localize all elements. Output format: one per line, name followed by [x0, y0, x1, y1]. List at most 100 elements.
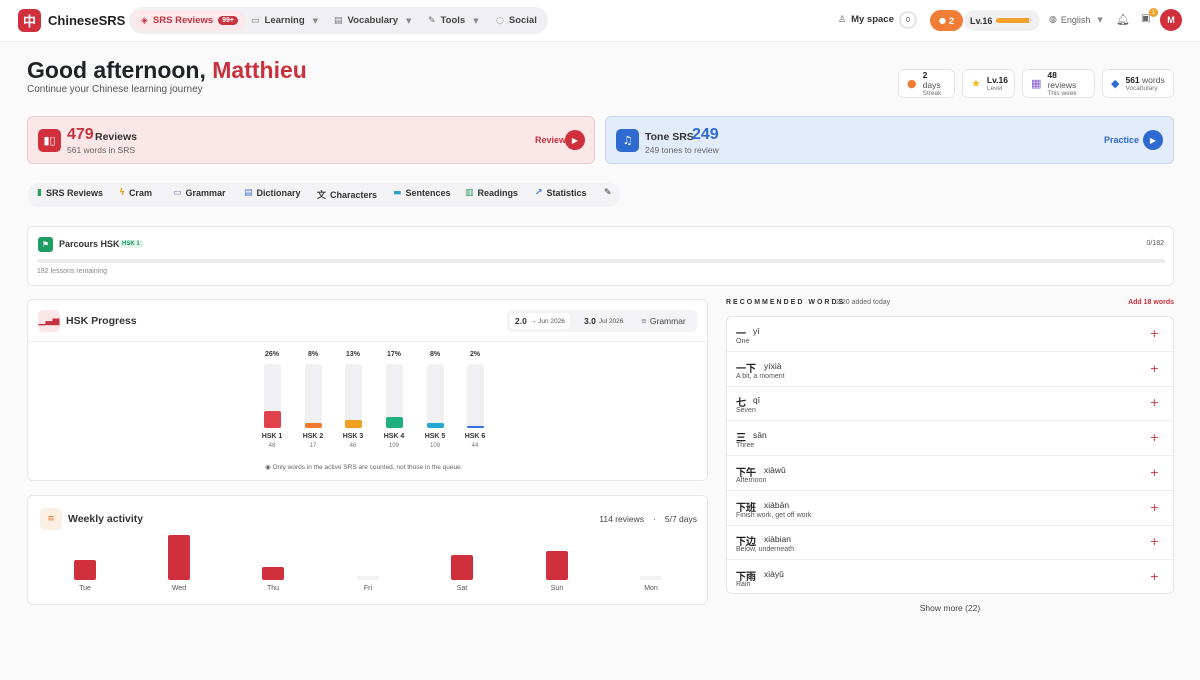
hsk-level-count: 109: [429, 443, 440, 449]
recommended-word-row[interactable]: 一 yī One +: [727, 317, 1173, 352]
cards-icon: ▮▯: [38, 129, 61, 152]
tool-sentences[interactable]: ▬ Sentences: [393, 188, 451, 198]
recommended-word-row[interactable]: 七 qī Seven +: [727, 386, 1173, 422]
nav-learning[interactable]: ▭ Learning ▼: [243, 10, 326, 31]
tone-count: 249: [692, 126, 719, 143]
tool-srs-reviews[interactable]: ▮ SRS Reviews: [37, 188, 103, 198]
recommended-word-row[interactable]: 下雨 xiàyǔ Rain +: [727, 560, 1173, 595]
play-icon[interactable]: ▶: [1143, 130, 1163, 150]
tool-characters[interactable]: 文 Characters: [317, 188, 377, 202]
tool-statistics[interactable]: ↗ Statistics: [535, 188, 587, 198]
logo-icon: 中: [18, 9, 41, 32]
nav-srs-reviews[interactable]: ◈ SRS Reviews 99+: [133, 10, 246, 31]
review-button-label[interactable]: Review: [534, 135, 566, 145]
my-space-link[interactable]: ♙ My space: [838, 14, 894, 25]
stat-value: 48: [1047, 70, 1057, 80]
inbox-icon[interactable]: ▣: [1141, 13, 1151, 24]
plus-icon[interactable]: +: [1149, 396, 1159, 410]
greeting-title: Good afternoon, Matthieu: [27, 57, 307, 84]
tab-label: 3.0: [584, 316, 596, 326]
tool-cram[interactable]: ϟ Cram: [119, 188, 152, 198]
tone-sub: 249 tones to review: [645, 145, 719, 155]
app-logo[interactable]: 中 ChineseSRS: [18, 9, 125, 32]
language-selector[interactable]: ◍ English ▼: [1049, 15, 1103, 25]
practice-button-label[interactable]: Practice: [1103, 135, 1139, 145]
hsk-level-count: 46: [349, 443, 357, 449]
word-hanzi: 下边: [736, 537, 756, 549]
book-icon: ▭: [251, 15, 260, 26]
weekly-reviews: 114 reviews: [599, 514, 645, 524]
plus-icon[interactable]: +: [1149, 431, 1159, 445]
grammar-icon: ▭: [173, 188, 182, 198]
word-hanzi: 下班: [736, 502, 756, 514]
word-hanzi: 七: [736, 398, 746, 410]
tool-label: Readings: [477, 188, 519, 198]
hsk-level-fill: [263, 411, 281, 428]
nav-social[interactable]: ◌ Social: [488, 10, 545, 31]
hsk-level-column: 13% HSK 3 46: [338, 351, 368, 449]
plus-icon[interactable]: +: [1149, 535, 1159, 549]
hsk-version-tabs: 2.0 → Jun 2026 3.0 Jul 2026 ≡ Grammar: [507, 310, 697, 332]
tool-grammar[interactable]: ▭ Grammar: [173, 188, 226, 198]
tool-dictionary[interactable]: ▤ Dictionary: [244, 188, 301, 198]
fire-icon: ●: [939, 16, 946, 25]
word-pinyin: xiàyǔ: [764, 568, 784, 579]
parcours-progress-bar: [37, 259, 1165, 263]
parcours-remaining: 182 lessons remaining: [37, 268, 108, 275]
parcours-hsk-card[interactable]: ⚑ Parcours HSK HSK 1 0/182 182 lessons r…: [27, 226, 1174, 286]
tool-label: Grammar: [185, 188, 226, 198]
word-hanzi: 一: [736, 329, 746, 340]
recommended-word-row[interactable]: 下午 xiàwǔ Afternoon +: [727, 456, 1173, 491]
weekly-title: Weekly activity: [68, 513, 144, 525]
nav-tools[interactable]: ✎ Tools ▼: [420, 10, 487, 31]
plus-icon[interactable]: +: [1149, 500, 1159, 514]
word-meaning: A bit, a moment: [736, 372, 785, 380]
progress-ring[interactable]: 0: [899, 11, 917, 29]
level-pill[interactable]: Lv.16: [964, 10, 1040, 31]
recommended-words-list: 一 yī One + 一下 yíxià A bit, a moment + 七 qī Seven + 三…: [726, 316, 1174, 594]
weekly-day-label: Thu: [266, 585, 280, 592]
tone-label: Tone SRS: [645, 131, 694, 143]
show-more-button[interactable]: Show more (22): [919, 603, 981, 613]
stat-unit: days: [922, 80, 941, 90]
tab-hsk-2[interactable]: 2.0 → Jun 2026: [510, 313, 570, 329]
weekly-day-column: Fri: [348, 496, 388, 601]
tab-grammar[interactable]: ≡ Grammar: [636, 313, 691, 329]
tone-srs-card[interactable]: ♫ Tone SRS 249 249 tones to review Pract…: [605, 116, 1174, 164]
avatar[interactable]: M: [1160, 9, 1182, 31]
hsk-level-column: 2% HSK 6 44: [460, 351, 490, 449]
plus-icon[interactable]: +: [1149, 327, 1159, 340]
play-icon[interactable]: ▶: [565, 130, 585, 150]
recommended-added: 2/20 added today: [836, 299, 891, 306]
weekly-day-column: Sun: [537, 496, 577, 601]
info-icon: ◉: [265, 463, 271, 471]
tool-readings[interactable]: ▥ Readings: [465, 188, 518, 198]
wrench-icon: ✎: [428, 15, 436, 26]
hsk-level-column: 8% HSK 2 17: [298, 351, 328, 449]
tab-label: 2.0: [515, 316, 527, 326]
plus-icon[interactable]: +: [1149, 361, 1159, 375]
bell-icon[interactable]: 🔔︎: [1116, 13, 1130, 26]
recommended-word-row[interactable]: 下边 xiàbian Below, underneath +: [727, 525, 1173, 561]
add-all-words-button[interactable]: Add 18 words: [1128, 299, 1174, 306]
streak-pill[interactable]: ● 2: [930, 10, 963, 31]
weekly-day-column: Tue: [65, 496, 105, 601]
recommended-word-row[interactable]: 下班 xiàbān Finish work, get off work +: [727, 491, 1173, 526]
nav-vocabulary[interactable]: ▤ Vocabulary ▼: [326, 10, 419, 31]
weekly-day-label: Sun: [550, 585, 564, 592]
pencil-icon[interactable]: ✎: [604, 188, 612, 198]
top-bar: 中 ChineseSRS ◈ SRS Reviews 99+ ▭ Learnin…: [0, 0, 1200, 42]
recommended-word-row[interactable]: 一下 yíxià A bit, a moment +: [727, 352, 1173, 387]
plus-icon[interactable]: +: [1149, 465, 1159, 479]
reviews-badge: 99+: [218, 16, 238, 25]
weekly-stats: 114 reviews · 5/7 days: [599, 514, 697, 524]
chevron-down-icon: ▼: [406, 16, 412, 25]
recommended-word-row[interactable]: 三 sān Three +: [727, 421, 1173, 457]
tab-hsk-3[interactable]: 3.0 Jul 2026: [579, 313, 628, 329]
level-progress-bar: [996, 18, 1033, 23]
plus-icon[interactable]: +: [1149, 569, 1159, 583]
stat-value: 2: [922, 70, 928, 80]
hsk-level-track: [263, 364, 281, 428]
tab-label: Grammar: [649, 316, 686, 326]
reviews-card[interactable]: ▮▯ 479 Reviews 561 words in SRS Review ▶: [27, 116, 595, 164]
